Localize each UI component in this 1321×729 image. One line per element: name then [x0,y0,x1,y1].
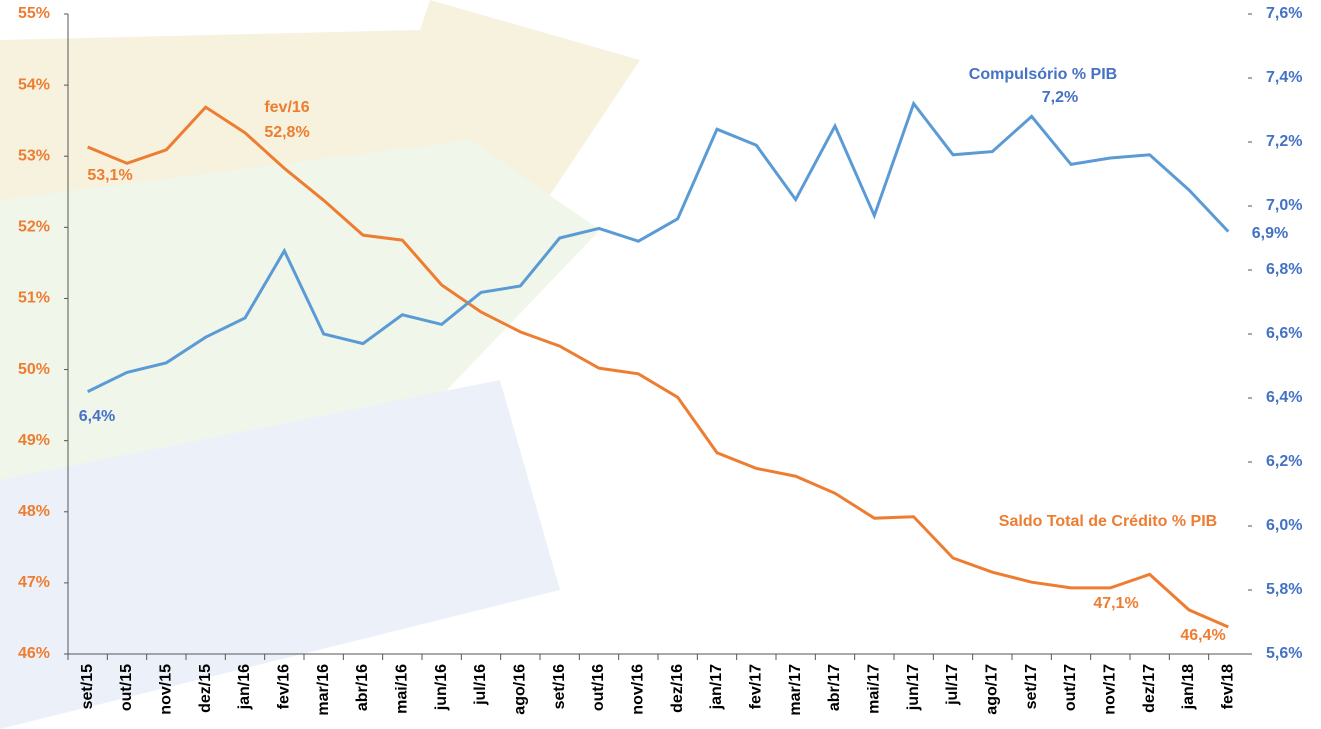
x-tick-label: nov/17 [1102,664,1119,715]
x-tick-label: nov/15 [158,664,175,715]
x-tick-label: ago/16 [512,664,529,715]
x-tick-label: jan/18 [1180,664,1197,710]
x-tick-label: jun/17 [905,664,922,711]
x-tick-label: fev/17 [748,664,765,709]
series-label: Compulsório % PIB [969,66,1117,83]
annotation: 52,8% [264,124,309,141]
y2-tick-label: 5,8% [1266,581,1302,598]
x-tick-label: jan/17 [708,664,725,710]
y2-tick-label: 6,4% [1266,389,1302,406]
y2-tick-label: 7,4% [1266,69,1302,86]
background-arrows [0,0,640,729]
x-tick-label: nov/16 [630,664,647,715]
x-tick-label: mai/16 [394,664,411,714]
x-tick-label: fev/18 [1220,664,1237,709]
x-tick-label: out/16 [590,664,607,711]
x-tick-label: jun/16 [433,664,450,711]
x-tick-label: jul/16 [472,664,489,706]
series-label: Saldo Total de Crédito % PIB [999,513,1217,530]
x-tick-label: dez/17 [1141,664,1158,713]
y-tick-label: 47% [18,574,50,591]
x-tick-label: dez/16 [669,664,686,713]
x-tick-label: abr/17 [826,664,843,711]
x-tick-label: set/16 [551,664,568,709]
y2-tick-label: 7,6% [1266,5,1302,22]
x-tick-label: set/17 [1023,664,1040,709]
x-tick-label: jul/17 [944,664,961,706]
y2-tick-label: 6,6% [1266,325,1302,342]
y2-tick-label: 7,2% [1266,133,1302,150]
y-tick-label: 46% [18,645,50,662]
annotation: 47,1% [1093,595,1138,612]
x-tick-label: jan/16 [236,664,253,710]
y-tick-label: 53% [18,147,50,164]
y-tick-label: 55% [18,5,50,22]
x-tick-label: mar/16 [315,664,332,716]
y2-tick-label: 5,6% [1266,645,1302,662]
y-tick-label: 51% [18,290,50,307]
x-tick-label: out/15 [118,664,135,711]
x-tick-label: abr/16 [354,664,371,711]
annotation: 6,4% [79,408,115,425]
annotation: fev/16 [264,99,309,116]
x-tick-label: set/15 [79,664,96,709]
y2-tick-label: 6,0% [1266,517,1302,534]
x-tick-label: out/17 [1062,664,1079,711]
x-tick-label: mai/17 [866,664,883,714]
x-tick-label: ago/17 [984,664,1001,715]
y-tick-label: 52% [18,219,50,236]
y2-tick-label: 7,0% [1266,197,1302,214]
annotation: 7,2% [1042,89,1078,106]
y-tick-label: 54% [18,76,50,93]
x-tick-label: fev/16 [276,664,293,709]
x-tick-label: mar/17 [787,664,804,716]
annotation: 46,4% [1180,627,1225,644]
y-tick-label: 49% [18,432,50,449]
x-tick-label: dez/15 [197,664,214,713]
annotation: 6,9% [1252,225,1288,242]
annotation: 53,1% [87,167,132,184]
y2-tick-label: 6,8% [1266,261,1302,278]
y2-tick-label: 6,2% [1266,453,1302,470]
y-tick-label: 50% [18,361,50,378]
chart: 46% 47% 48% 49% 50% 51% 52% 53% 54% 55% 5,6% 5,8% 6,… [0,0,1321,729]
y-tick-label: 48% [18,503,50,520]
